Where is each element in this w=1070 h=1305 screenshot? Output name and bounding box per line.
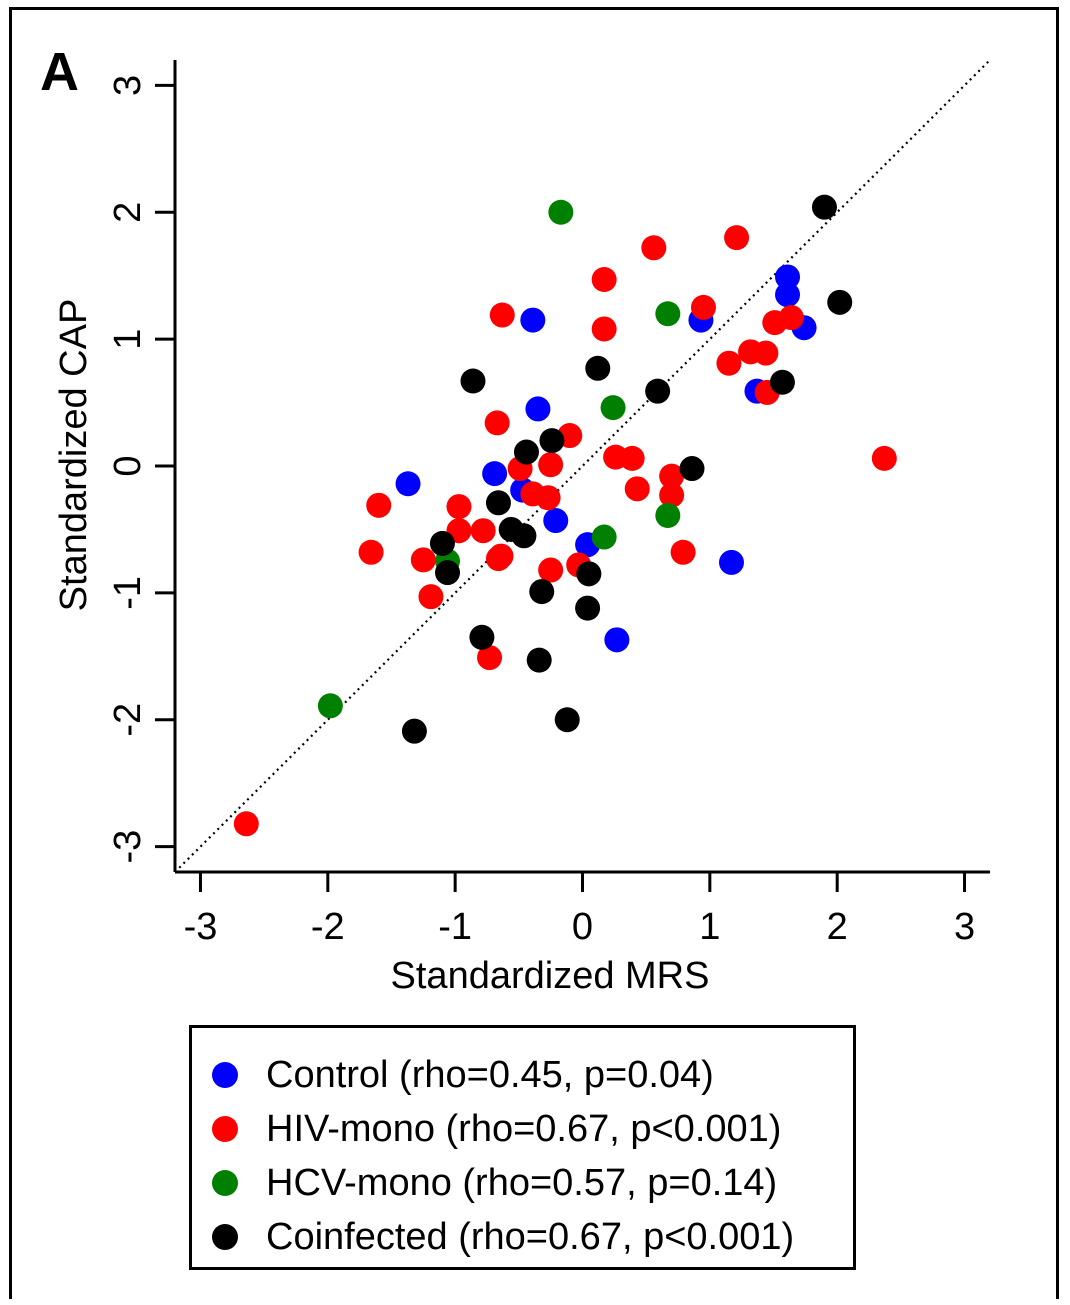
point-control: [775, 282, 801, 308]
point-hiv-mono: [591, 316, 617, 342]
point-coinfected: [827, 289, 853, 315]
point-hiv-mono: [410, 547, 436, 573]
point-hiv-mono: [535, 485, 561, 511]
legend: Control (rho=0.45, p=0.04) HIV-mono (rho…: [189, 1025, 856, 1270]
y-tick-label: 2: [107, 202, 149, 223]
point-hiv-mono: [659, 463, 685, 489]
y-tick-label: 3: [107, 75, 149, 96]
point-hiv-mono: [233, 811, 259, 837]
point-coinfected: [435, 560, 461, 586]
point-coinfected: [811, 194, 837, 220]
legend-marker-hiv-mono: [212, 1116, 238, 1142]
point-hiv-mono: [724, 225, 750, 251]
point-coinfected: [769, 369, 795, 395]
point-control: [604, 627, 630, 653]
point-coinfected: [576, 561, 602, 587]
point-hiv-mono: [366, 492, 392, 518]
point-hcv-mono: [591, 524, 617, 550]
legend-item-coinfected: Coinfected (rho=0.67, p<0.001): [192, 1210, 794, 1264]
point-hiv-mono: [670, 539, 696, 565]
point-control: [543, 508, 569, 534]
point-hcv-mono: [655, 301, 681, 327]
point-coinfected: [469, 624, 495, 650]
legend-item-hcv-mono: HCV-mono (rho=0.57, p=0.14): [192, 1156, 777, 1210]
x-tick-label: -3: [184, 906, 218, 948]
panel-label: A: [40, 42, 79, 102]
point-hcv-mono: [548, 199, 574, 225]
point-coinfected: [529, 579, 555, 605]
point-hcv-mono: [600, 395, 626, 421]
point-hiv-mono: [477, 645, 503, 671]
x-tick-label: 1: [699, 906, 720, 948]
data-points: [233, 194, 897, 837]
identity-reference-line: [174, 59, 991, 873]
y-axis-ticks: -3 -2 -1 0 1 2 3: [107, 75, 175, 864]
x-tick-label: 2: [827, 906, 848, 948]
point-coinfected: [645, 378, 671, 404]
legend-marker-hcv-mono: [212, 1170, 238, 1196]
legend-item-hiv-mono: HIV-mono (rho=0.67, p<0.001): [192, 1102, 781, 1156]
point-control: [395, 471, 421, 497]
x-axis-ticks: -3 -2 -1 0 1 2 3: [184, 872, 975, 948]
point-coinfected: [401, 718, 427, 744]
x-tick-label: -1: [438, 906, 472, 948]
point-hiv-mono: [753, 340, 779, 366]
point-hiv-mono: [538, 557, 564, 583]
point-control: [775, 264, 801, 290]
point-hiv-mono: [778, 305, 804, 331]
point-hiv-mono: [489, 302, 515, 328]
y-tick-label: -2: [107, 703, 149, 737]
point-hcv-mono: [317, 693, 343, 719]
legend-label-coinfected: Coinfected (rho=0.67, p<0.001): [266, 1215, 795, 1258]
y-tick-label: 1: [107, 329, 149, 350]
point-coinfected: [554, 707, 580, 733]
point-hiv-mono: [871, 445, 897, 471]
legend-label-control: Control (rho=0.45, p=0.04): [266, 1053, 714, 1096]
x-axis-title: Standardized MRS: [391, 955, 710, 997]
point-coinfected: [585, 355, 611, 381]
point-coinfected: [429, 530, 455, 556]
point-coinfected: [575, 595, 601, 621]
point-coinfected: [460, 368, 486, 394]
legend-label-hcv-mono: HCV-mono (rho=0.57, p=0.14): [266, 1161, 778, 1204]
point-coinfected: [526, 647, 552, 673]
y-tick-label: -1: [107, 576, 149, 610]
point-coinfected: [511, 523, 537, 549]
point-control: [482, 461, 508, 487]
y-axis-title: Standardized CAP: [53, 299, 95, 612]
point-hiv-mono: [446, 494, 472, 520]
legend-marker-control: [212, 1062, 238, 1088]
legend-item-control: Control (rho=0.45, p=0.04): [192, 1048, 714, 1102]
point-control: [525, 396, 551, 422]
point-coinfected: [539, 428, 565, 454]
point-hiv-mono: [485, 546, 511, 572]
point-coinfected: [679, 456, 705, 482]
x-tick-label: -2: [311, 906, 345, 948]
point-hiv-mono: [538, 452, 564, 478]
point-hiv-mono: [619, 445, 645, 471]
point-hiv-mono: [470, 518, 496, 544]
point-hiv-mono: [716, 350, 742, 376]
x-tick-label: 3: [954, 906, 975, 948]
y-tick-label: -3: [107, 830, 149, 864]
point-hiv-mono: [484, 410, 510, 436]
point-hiv-mono: [358, 539, 384, 565]
point-coinfected: [485, 490, 511, 516]
point-coinfected: [513, 439, 539, 465]
point-hiv-mono: [641, 235, 667, 261]
point-hiv-mono: [418, 584, 444, 610]
point-control: [718, 549, 744, 575]
point-hiv-mono: [659, 482, 685, 508]
point-hiv-mono: [690, 294, 716, 320]
y-tick-label: 0: [107, 455, 149, 476]
x-tick-label: 0: [572, 906, 593, 948]
legend-marker-coinfected: [212, 1224, 238, 1250]
point-hcv-mono: [655, 502, 681, 528]
point-control: [520, 307, 546, 333]
point-hiv-mono: [624, 476, 650, 502]
legend-label-hiv-mono: HIV-mono (rho=0.67, p<0.001): [266, 1107, 782, 1150]
point-hiv-mono: [591, 266, 617, 292]
